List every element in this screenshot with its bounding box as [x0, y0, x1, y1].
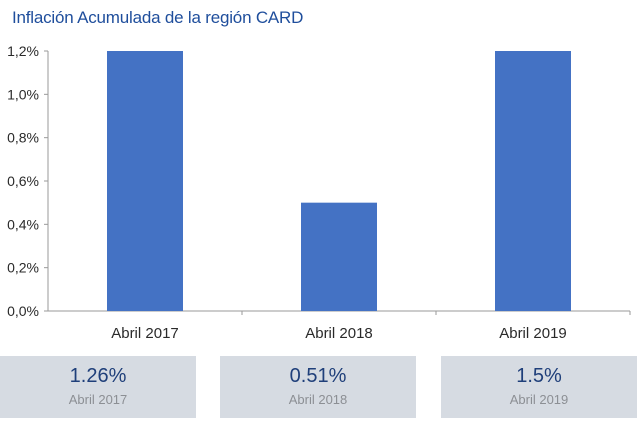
y-tick-label: 1,2%	[7, 43, 39, 59]
summary-card: 0.51% Abril 2018	[220, 356, 416, 418]
y-tick-label: 0,2%	[7, 260, 39, 276]
y-tick-label: 0,6%	[7, 173, 39, 189]
x-tick-label: Abril 2018	[305, 325, 373, 342]
summary-card-label: Abril 2019	[509, 392, 569, 407]
summary-card-label: Abril 2017	[68, 392, 128, 407]
y-tick-label: 1,0%	[7, 86, 39, 102]
chart-title: Inflación Acumulada de la región CARD	[12, 8, 304, 27]
y-tick-label: 0,4%	[7, 216, 39, 232]
x-tick-label: Abril 2019	[499, 325, 567, 342]
y-tick-label: 0,8%	[7, 130, 39, 146]
bar	[495, 51, 571, 311]
bar-chart: 0,0% 0,2% 0,4% 0,6% 0,8% 1,0% 1,2% Abril 2017 Ab…	[7, 43, 631, 342]
x-tick-label: Abril 2017	[111, 325, 179, 342]
summary-card: 1.26% Abril 2017	[0, 356, 196, 418]
summary-card-label: Abril 2018	[288, 392, 348, 407]
y-tick-label: 0,0%	[7, 303, 39, 319]
bar	[107, 51, 183, 311]
summary-card-value: 1.26%	[69, 365, 127, 387]
summary-card: 1.5% Abril 2019	[441, 356, 637, 418]
bar	[301, 202, 377, 311]
summary-card-value: 1.5%	[516, 365, 562, 387]
summary-card-value: 0.51%	[289, 365, 347, 387]
